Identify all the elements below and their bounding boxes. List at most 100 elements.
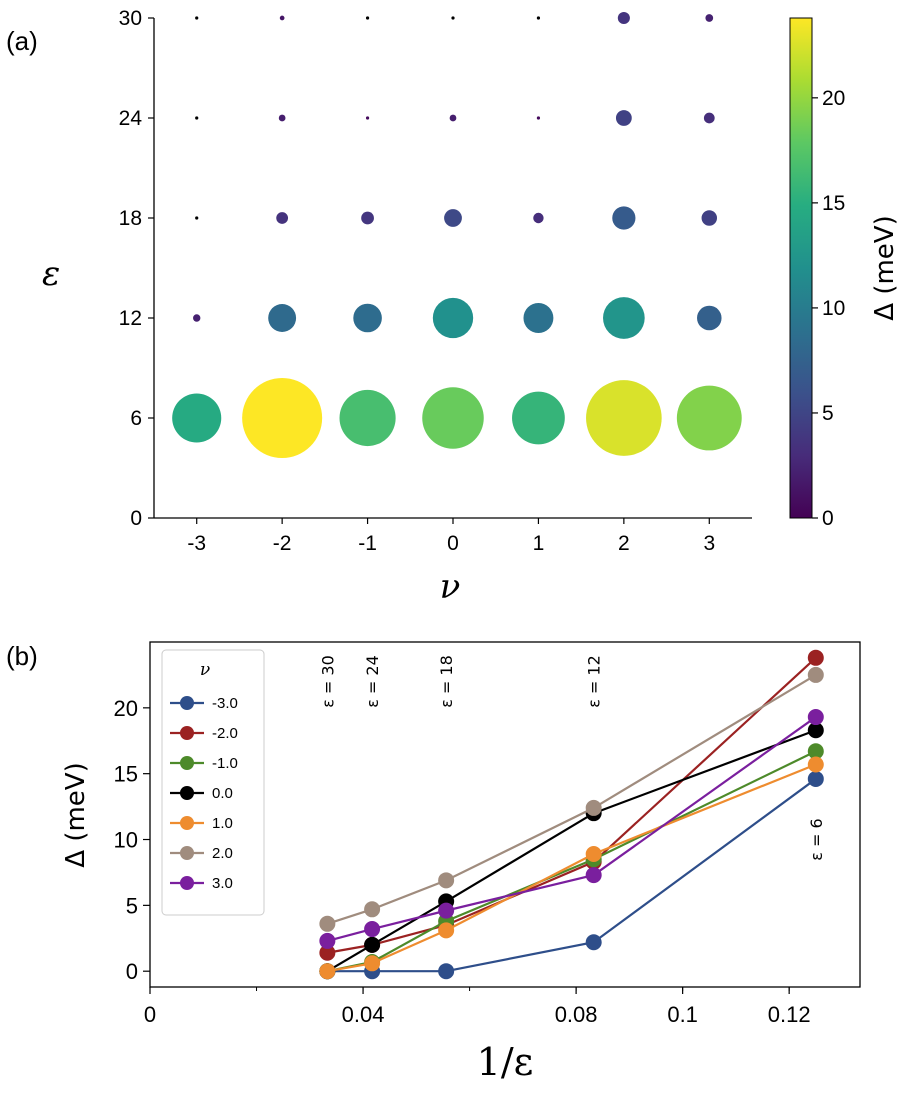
legend-label: -2.0 — [212, 725, 238, 742]
bubble — [365, 16, 370, 20]
panel-a-x-tick-label: 1 — [533, 532, 545, 555]
data-point — [807, 756, 824, 773]
bubble — [697, 305, 722, 331]
epsilon-annotations: ε = 30 ε = 24 ε = 18 ε = 12 ε = 6 — [318, 655, 825, 861]
legend: ν -3.0 -2.0 -1.0 0.0 1.0 2.0 3.0 — [161, 649, 265, 916]
bubble — [615, 110, 632, 126]
legend-marker — [180, 816, 194, 830]
panel-a-x-tick-label: -1 — [358, 532, 377, 555]
panel-a-x-tick-label: 3 — [703, 532, 715, 555]
bubble — [268, 304, 297, 332]
bubble — [612, 206, 636, 230]
panel-a-y-tick-label: 12 — [119, 307, 142, 330]
series--1.0 — [319, 743, 824, 980]
legend-marker — [180, 696, 194, 710]
panel-b-label: (b) — [6, 641, 38, 671]
legend-marker — [180, 876, 194, 890]
panel-a-x-tick-label: 0 — [447, 532, 459, 555]
epsilon-annotation: ε = 12 — [585, 655, 604, 708]
bubble — [523, 303, 554, 333]
data-point — [364, 921, 381, 938]
bubble — [703, 112, 715, 124]
series-line — [326, 729, 817, 973]
data-point — [807, 709, 824, 726]
series-0.0 — [319, 722, 824, 980]
bubble — [536, 116, 541, 120]
epsilon-annotation: ε = 6 — [807, 818, 826, 860]
legend-label: -1.0 — [212, 755, 238, 772]
legend-label: 0.0 — [212, 785, 233, 802]
bubble — [276, 212, 289, 224]
bubble — [533, 212, 544, 224]
data-point — [585, 799, 602, 816]
colorbar-tick-label: 5 — [822, 402, 834, 425]
bubble — [279, 15, 285, 21]
panel-b-y-tick-label: 10 — [114, 828, 138, 853]
bubble — [449, 114, 457, 122]
data-point — [319, 944, 336, 961]
bubble — [365, 116, 370, 120]
panel-a-x-tick-label: -2 — [273, 532, 292, 555]
colorbar-tick-label: 15 — [822, 192, 845, 215]
bubble-layer — [172, 11, 742, 458]
legend-label: 3.0 — [212, 875, 233, 892]
data-point — [364, 936, 381, 953]
bubble — [422, 387, 484, 449]
epsilon-annotation: ε = 30 — [318, 655, 337, 708]
data-point — [585, 867, 602, 884]
bubble — [242, 378, 323, 458]
data-point — [438, 872, 455, 889]
data-point — [807, 743, 824, 760]
panel-a-y-tick-label: 24 — [119, 107, 143, 130]
legend-item: -1.0 — [170, 755, 238, 772]
colorbar-gradient — [789, 17, 813, 519]
bubble — [193, 314, 201, 322]
legend-marker — [180, 756, 194, 770]
data-point — [319, 915, 336, 932]
series-3.0 — [319, 709, 824, 949]
bubble — [536, 16, 541, 20]
panel-b-frame — [149, 641, 861, 988]
bubble — [512, 391, 565, 445]
data-point — [807, 666, 824, 683]
bubble — [586, 380, 662, 456]
series-1.0 — [319, 756, 824, 980]
series--3.0 — [319, 770, 824, 980]
legend-marker — [180, 786, 194, 800]
bubble — [361, 211, 374, 225]
legend-label: 2.0 — [212, 845, 233, 862]
bubble — [603, 297, 645, 339]
legend-label: 1.0 — [212, 815, 233, 832]
panel-b-y-axis-label: Δ (meV) — [61, 762, 91, 867]
colorbar-ticks: 0 5 10 15 20 — [812, 87, 845, 530]
bubble — [676, 385, 742, 451]
panel-a-x-tick-label: -3 — [187, 532, 206, 555]
data-point — [364, 901, 381, 918]
legend-title: ν — [200, 660, 210, 680]
panel-b-x-tick-label: 0.04 — [342, 1002, 385, 1027]
panel-b-x-tick-label: 0 — [144, 1002, 156, 1027]
series-2.0 — [319, 666, 824, 932]
series-layer — [319, 649, 824, 980]
colorbar-label: Δ (meV) — [870, 215, 900, 320]
bubble — [451, 16, 455, 20]
panel-b-x-tick-label: 0.08 — [555, 1002, 598, 1027]
legend-item: -2.0 — [170, 725, 238, 742]
series--2.0 — [319, 649, 824, 961]
data-point — [319, 963, 336, 980]
colorbar-tick-label: 0 — [822, 507, 834, 530]
panel-b-x-tick-label: 0.12 — [768, 1002, 811, 1027]
legend-item: 3.0 — [170, 875, 233, 892]
data-point — [807, 722, 824, 739]
data-point — [585, 846, 602, 863]
panel-a-y-tick-label: 30 — [119, 7, 142, 30]
panel-a-y-axis-label: ε — [42, 254, 60, 294]
panel-b-x-axis-label: 1/ε — [477, 1040, 534, 1084]
panel-a-y-tick-label: 6 — [130, 407, 142, 430]
series-line — [327, 656, 817, 954]
panel-b-y-tick-label: 20 — [114, 696, 138, 721]
bubble — [444, 209, 462, 227]
